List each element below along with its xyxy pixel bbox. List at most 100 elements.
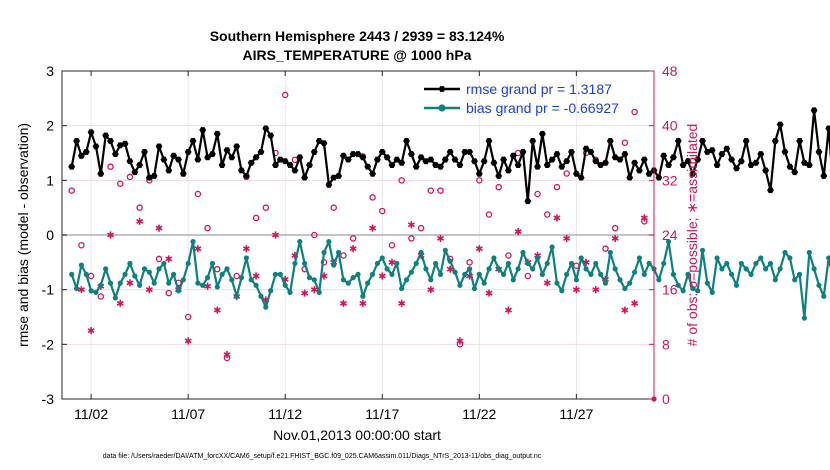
y-left-tick-label: 3 xyxy=(46,63,54,79)
bias-point xyxy=(335,249,342,256)
x-tick-label: 11/02 xyxy=(74,406,108,422)
y-axis-left-label: rmse and bias (model - observation) xyxy=(15,123,31,347)
bias-point xyxy=(549,244,555,250)
rmse-point xyxy=(403,138,410,144)
bias-point xyxy=(238,275,245,281)
rmse-point xyxy=(519,149,527,155)
obs-assimilated-point xyxy=(242,245,250,253)
bias-point xyxy=(457,282,463,288)
bias-point xyxy=(598,271,604,277)
y-right-tick-label: 0 xyxy=(662,391,670,407)
rmse-point xyxy=(733,165,740,172)
bias-point xyxy=(219,271,225,277)
rmse-point xyxy=(771,138,779,144)
rmse-point xyxy=(548,156,556,163)
legend-rmse-label: rmse grand pr = 1.3187 xyxy=(466,81,612,97)
obs-assimilated-point xyxy=(116,299,124,307)
chart-title-line1: Southern Hemisphere 2443 / 2939 = 83.124… xyxy=(210,28,505,44)
rmse-point xyxy=(679,162,687,168)
obs-assimilated-point xyxy=(252,272,260,280)
y-left-tick-label: -2 xyxy=(42,336,55,352)
obs-assimilated-point xyxy=(407,221,415,229)
rmse-point xyxy=(553,151,561,157)
bias-point xyxy=(272,271,279,277)
bias-point xyxy=(369,271,376,277)
rmse-point xyxy=(427,156,435,163)
legend-bias-label: bias grand pr = -0.66927 xyxy=(466,100,619,116)
bias-point xyxy=(156,266,162,272)
x-tick-label: 11/27 xyxy=(559,406,593,422)
legend-rmse-marker xyxy=(438,86,446,92)
rmse-point xyxy=(325,181,333,188)
rmse-point xyxy=(563,158,571,165)
bias-point xyxy=(408,269,414,275)
rmse-point xyxy=(141,149,148,155)
bias-point xyxy=(738,260,744,267)
bias-point xyxy=(161,260,167,267)
bias-point xyxy=(758,255,764,261)
bias-point xyxy=(471,285,478,292)
rmse-point xyxy=(670,154,677,161)
obs-possible-point xyxy=(534,190,541,198)
obs-assimilated-point xyxy=(621,306,629,314)
obs-assimilated-point xyxy=(310,286,318,294)
rmse-point xyxy=(684,158,692,165)
rmse-point xyxy=(742,138,750,144)
chart-title-line2: AIRS_TEMPERATURE @ 1000 hPa xyxy=(243,47,472,63)
bias-point xyxy=(83,271,89,277)
obs-assimilated-point xyxy=(126,279,134,287)
obs-possible-point xyxy=(408,235,415,242)
bias-point xyxy=(670,271,677,277)
obs-assimilated-point xyxy=(611,234,619,243)
bias-point xyxy=(122,271,128,277)
rmse-point xyxy=(68,163,76,170)
obs-possible-point xyxy=(476,177,483,184)
obs-assimilated-point xyxy=(436,234,445,243)
rmse-point xyxy=(170,152,177,159)
bias-point xyxy=(248,277,254,283)
bias-point xyxy=(486,266,492,272)
bias-point xyxy=(748,271,754,277)
rmse-point xyxy=(252,154,260,161)
bias-point xyxy=(452,269,458,275)
rmse-point xyxy=(801,159,808,166)
bias-point xyxy=(243,255,249,261)
bias-point xyxy=(98,282,104,288)
obs-possible-point xyxy=(165,289,173,297)
obs-possible-point xyxy=(97,293,105,300)
x-tick-label: 11/12 xyxy=(268,406,302,422)
bias-point xyxy=(481,280,487,286)
rmse-point xyxy=(408,151,415,157)
bias-point xyxy=(306,275,313,281)
bias-point xyxy=(180,277,186,283)
bias-point xyxy=(253,282,259,288)
bias-point xyxy=(811,266,817,272)
obs-assimilated-point xyxy=(184,337,192,345)
rmse-point xyxy=(150,173,158,179)
bias-point xyxy=(297,238,303,245)
rmse-point xyxy=(291,167,299,174)
rmse-point xyxy=(364,163,372,170)
bias-point xyxy=(287,289,293,295)
bias-point xyxy=(607,249,613,256)
obs-assimilated-point xyxy=(475,245,483,253)
rmse-point xyxy=(534,163,541,170)
rmse-point xyxy=(640,156,648,163)
bias-point xyxy=(350,275,356,281)
rmse-point xyxy=(490,159,498,166)
obs-possible-point xyxy=(204,224,211,232)
bias-point xyxy=(753,260,759,267)
bias-point xyxy=(631,269,638,275)
obs-assimilated-point xyxy=(378,272,386,280)
rmse-point xyxy=(606,138,614,144)
bias-point xyxy=(447,258,453,264)
rmse-point xyxy=(451,156,459,163)
bias-point xyxy=(704,280,710,286)
rmse-point xyxy=(708,147,716,154)
y-left-tick-label: 1 xyxy=(46,172,54,188)
rmse-point xyxy=(597,162,604,168)
bias-point xyxy=(593,260,599,267)
obs-possible-point xyxy=(311,231,318,239)
rmse-point xyxy=(378,149,386,155)
